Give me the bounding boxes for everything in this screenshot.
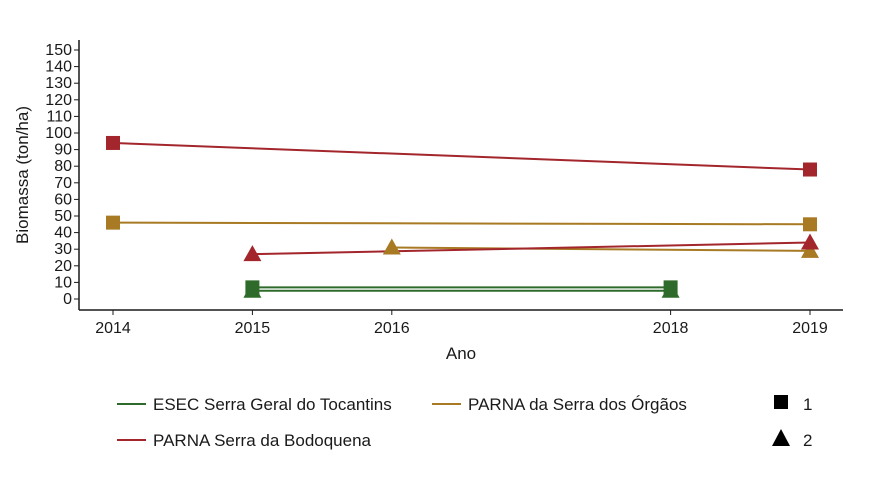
x-ticks: 2014 2015 2016 2018 2019 <box>95 310 828 337</box>
y-tick-label: 10 <box>54 274 72 291</box>
x-tick-label: 2019 <box>792 320 828 337</box>
data-point-square <box>803 162 817 177</box>
y-tick-label: 40 <box>54 225 72 242</box>
data-point-triangle <box>382 238 401 255</box>
legend-label-esec: ESEC Serra Geral do Tocantins <box>153 395 392 414</box>
series-line-6 <box>252 241 811 256</box>
legend-square-icon <box>774 395 788 409</box>
data-point-triangle <box>801 241 819 258</box>
data-point-square <box>106 135 120 150</box>
y-tick-label: 80 <box>54 158 72 175</box>
data-point-triangle <box>661 281 680 298</box>
y-tick-label: 0 <box>63 291 72 308</box>
data-point-triangle <box>243 245 262 262</box>
legend-triangle-icon <box>772 429 790 446</box>
data-point-square <box>106 215 120 230</box>
series-lines <box>112 141 811 292</box>
series-markers <box>106 135 819 298</box>
x-tick-label: 2014 <box>95 320 131 337</box>
x-tick-label: 2015 <box>235 320 271 337</box>
x-tick-label: 2016 <box>374 320 410 337</box>
data-point-triangle <box>243 281 262 298</box>
y-tick-label: 110 <box>46 108 72 125</box>
series-line-5 <box>112 141 811 171</box>
series-line-4 <box>391 246 811 252</box>
axes <box>78 40 843 311</box>
legend-label-bodoquena: PARNA Serra da Bodoquena <box>153 431 372 450</box>
y-axis-title: Biomassa (ton/ha) <box>13 106 32 244</box>
x-tick-label: 2018 <box>653 320 689 337</box>
y-tick-label: 100 <box>45 125 72 142</box>
legend-label-shape-1: 1 <box>803 395 812 414</box>
y-tick-label: 30 <box>54 241 72 258</box>
legend-label-shape-2: 2 <box>803 431 812 450</box>
series-line-3 <box>112 221 811 226</box>
y-tick-label: 20 <box>54 258 72 275</box>
x-axis-title: Ano <box>446 344 476 363</box>
y-tick-label: 120 <box>45 92 72 109</box>
y-tick-label: 90 <box>54 142 72 159</box>
data-point-triangle <box>801 233 819 250</box>
y-tick-label: 70 <box>54 175 72 192</box>
y-tick-label: 150 <box>45 42 72 59</box>
y-tick-label: 50 <box>54 208 72 225</box>
y-tick-label: 140 <box>45 59 72 76</box>
y-tick-label: 130 <box>45 75 72 92</box>
data-point-square <box>803 217 817 232</box>
y-tick-label: 60 <box>54 191 72 208</box>
legend-label-orgaos: PARNA da Serra dos Órgãos <box>468 395 687 414</box>
legend: ESEC Serra Geral do Tocantins PARNA da S… <box>117 395 812 450</box>
